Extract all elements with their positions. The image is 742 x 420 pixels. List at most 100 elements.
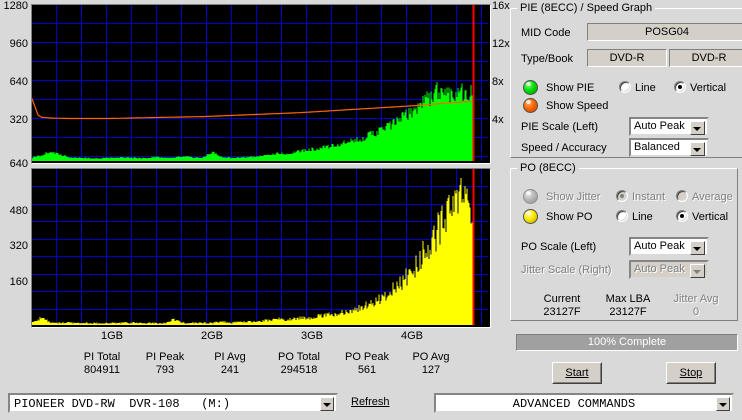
po-plot[interactable] xyxy=(32,169,490,327)
stat-pi-peak: PI Peak 793 xyxy=(125,351,205,377)
show-jitter-label: Show Jitter xyxy=(546,191,601,203)
refresh-button[interactable]: Refresh xyxy=(351,396,390,408)
jitter-instant-radio xyxy=(616,190,628,202)
show-speed-led[interactable] xyxy=(523,98,538,113)
show-pie-led[interactable] xyxy=(523,80,538,95)
jitter-avg-label: Jitter Avg xyxy=(673,293,719,305)
pie-ytick-0: 1280 xyxy=(3,0,28,12)
pie-speed-group: PIE (8ECC) / Speed Graph MID Code POSG04… xyxy=(510,2,742,158)
book-value: DVD-R xyxy=(669,49,742,67)
stat-label: PI Peak xyxy=(145,351,185,363)
pie-bars xyxy=(32,81,474,161)
jitter-scale-label: Jitter Scale (Right) xyxy=(521,264,612,276)
po-ytick-1: 480 xyxy=(9,205,28,217)
x-tick-3gb: 3GB xyxy=(300,330,323,342)
current-readout: Current 23127F xyxy=(527,293,597,319)
max-lba-value: 23127F xyxy=(609,306,647,318)
show-po-led[interactable] xyxy=(523,209,538,224)
stat-label: PO Total xyxy=(278,351,320,363)
chevron-down-icon xyxy=(690,264,705,278)
pie-ytick-1: 960 xyxy=(9,38,28,50)
stat-pi-avg: PI Avg 241 xyxy=(190,351,270,377)
right-panel: PIE (8ECC) / Speed Graph MID Code POSG04… xyxy=(508,0,742,420)
stat-label: PI Avg xyxy=(214,351,246,363)
jitter-avg-value: 0 xyxy=(692,306,700,318)
drive-select[interactable]: PIONEER DVD-RW DVR-108 (M:) xyxy=(8,393,338,413)
stat-value: 241 xyxy=(220,364,240,376)
max-lba-readout: Max LBA 23127F xyxy=(593,293,663,319)
stat-label: PO Avg xyxy=(412,351,450,363)
po-vertical-radio[interactable] xyxy=(676,210,688,222)
show-po-label[interactable]: Show PO xyxy=(546,211,593,223)
po-group-title: PO (8ECC) xyxy=(517,162,579,174)
stat-value: 127 xyxy=(421,364,441,376)
jitter-average-label: Average xyxy=(692,191,733,203)
type-value: DVD-R xyxy=(587,49,667,67)
pie-line-label[interactable]: Line xyxy=(635,82,656,94)
speed-accuracy-label: Speed / Accuracy xyxy=(521,142,607,154)
speed-ytick-0: 16x xyxy=(492,0,510,12)
pie-scale-select[interactable]: Auto Peak xyxy=(629,117,709,136)
jitter-instant-label: Instant xyxy=(632,191,666,203)
po-line-label[interactable]: Line xyxy=(632,211,653,223)
pie-ytick-2: 640 xyxy=(9,76,28,88)
speed-accuracy-select[interactable]: Balanced xyxy=(629,138,709,157)
pie-vertical-label[interactable]: Vertical xyxy=(690,82,727,94)
chevron-down-icon[interactable] xyxy=(690,142,705,156)
stat-value: 294518 xyxy=(280,364,318,376)
stat-value: 561 xyxy=(357,364,377,376)
po-scale-value: Auto Peak xyxy=(634,240,685,252)
pie-ytick-3: 320 xyxy=(9,114,28,126)
graph-area: 1280 960 640 320 16x 12x 8x 4x xyxy=(3,0,510,342)
po-scale-select[interactable]: Auto Peak xyxy=(629,237,709,256)
x-tick-1gb: 1GB xyxy=(100,330,123,342)
pie-line-radio[interactable] xyxy=(619,81,631,93)
chevron-down-icon[interactable] xyxy=(690,121,705,135)
advanced-commands-select[interactable]: ADVANCED COMMANDS xyxy=(434,393,734,413)
jitter-scale-select: Auto Peak xyxy=(629,260,709,279)
show-jitter-led xyxy=(523,189,538,204)
current-label: Current xyxy=(543,293,581,305)
jitter-scale-value: Auto Peak xyxy=(634,263,685,275)
pie-plot-svg xyxy=(32,5,488,161)
po-vertical-label[interactable]: Vertical xyxy=(692,211,729,223)
stat-value: 793 xyxy=(155,364,175,376)
x-tick-2gb: 2GB xyxy=(200,330,223,342)
jitter-avg-readout: Jitter Avg 0 xyxy=(661,293,731,319)
progress-bar: 100% Complete xyxy=(516,334,738,351)
stat-value: 804911 xyxy=(84,364,120,376)
pie-group-title: PIE (8ECC) / Speed Graph xyxy=(517,2,656,14)
stat-po-avg: PO Avg 127 xyxy=(391,351,471,377)
speed-ytick-1: 12x xyxy=(492,38,510,50)
po-plot-svg xyxy=(32,169,488,325)
start-label: Start xyxy=(565,367,589,379)
show-pie-label[interactable]: Show PIE xyxy=(546,82,595,94)
stop-button[interactable]: Stop xyxy=(666,362,716,384)
refresh-label: Refresh xyxy=(351,396,390,408)
po-scale-label: PO Scale (Left) xyxy=(521,241,597,253)
chevron-down-icon[interactable] xyxy=(716,397,730,411)
pie-vertical-radio[interactable] xyxy=(674,81,686,93)
chevron-down-icon[interactable] xyxy=(320,397,334,411)
current-value: 23127F xyxy=(543,306,581,318)
speed-line xyxy=(32,98,473,120)
advanced-commands-value: ADVANCED COMMANDS xyxy=(512,397,636,411)
type-book-label: Type/Book xyxy=(521,53,573,65)
pie-plot[interactable] xyxy=(32,5,490,163)
stat-label: PO Peak xyxy=(344,351,390,363)
po-line-radio[interactable] xyxy=(616,210,628,222)
drive-select-value: PIONEER DVD-RW DVR-108 (M:) xyxy=(14,397,231,411)
stop-label: Stop xyxy=(679,367,703,379)
pie-scale-value: Auto Peak xyxy=(634,120,685,132)
show-speed-label[interactable]: Show Speed xyxy=(546,100,609,112)
start-button[interactable]: Start xyxy=(552,362,602,384)
speed-ytick-2: 8x xyxy=(492,76,504,88)
stat-po-total: PO Total 294518 xyxy=(259,351,339,377)
speed-ytick-3: 4x xyxy=(492,114,504,126)
po-plot-frame[interactable] xyxy=(31,168,491,328)
po-ytick-3: 160 xyxy=(9,276,28,288)
po-bars xyxy=(32,177,474,325)
chevron-down-icon[interactable] xyxy=(690,241,705,255)
pie-plot-frame[interactable] xyxy=(31,4,491,164)
